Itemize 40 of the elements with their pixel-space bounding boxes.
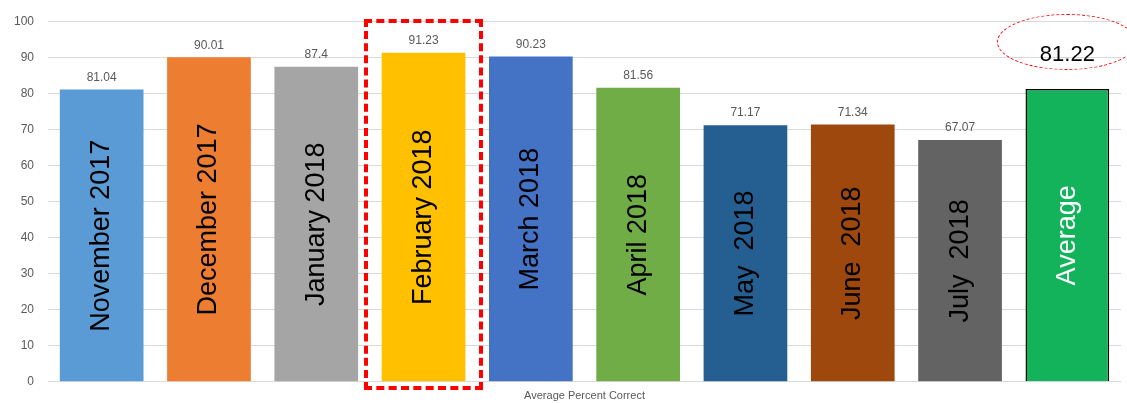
y-tick-label: 30 — [20, 265, 35, 280]
bar — [167, 57, 251, 382]
data-label: 81.04 — [86, 69, 118, 84]
bar — [59, 89, 144, 382]
data-label: 91.23 — [408, 33, 439, 48]
x-tick-label: February 2018 — [407, 129, 438, 306]
data-label: 90.01 — [193, 37, 225, 52]
y-tick-label: 40 — [20, 229, 35, 244]
x-axis-title: Average Percent Correct — [524, 389, 645, 402]
x-tick-label: May 2018 — [728, 190, 759, 317]
bar — [703, 125, 788, 382]
x-tick-label: November 2017 — [85, 139, 116, 332]
y-tick-label: 20 — [20, 301, 35, 316]
y-tick-label: 80 — [20, 85, 35, 100]
x-tick-label: March 2018 — [514, 147, 545, 291]
x-tick-label: December 2017 — [192, 123, 223, 316]
y-tick-label: 0 — [27, 374, 35, 389]
data-label: 71.17 — [730, 105, 761, 120]
bar — [918, 139, 1002, 382]
data-label: 81.22 — [1039, 41, 1095, 67]
data-label: 90.23 — [515, 36, 547, 51]
bar — [274, 66, 359, 382]
y-tick-label: 60 — [20, 157, 35, 172]
x-tick-label: Average — [1050, 185, 1081, 286]
bar — [596, 87, 681, 382]
data-label: 71.34 — [837, 104, 869, 119]
y-tick-label: 10 — [20, 338, 35, 353]
x-tick-label: January 2018 — [299, 142, 330, 307]
data-label: 81.56 — [623, 68, 654, 83]
bar — [810, 124, 895, 382]
x-tick-label: July 2018 — [943, 199, 974, 323]
y-tick-label: 50 — [20, 193, 35, 208]
x-tick-label: June 2018 — [836, 186, 867, 320]
y-tick-label: 90 — [20, 49, 35, 64]
data-label: 87.4 — [304, 46, 329, 61]
bar — [489, 56, 573, 382]
y-tick-label: 70 — [20, 121, 35, 136]
x-tick-label: April 2018 — [621, 173, 652, 296]
data-label: 67.07 — [945, 120, 976, 135]
y-tick-label: 100 — [13, 13, 35, 28]
